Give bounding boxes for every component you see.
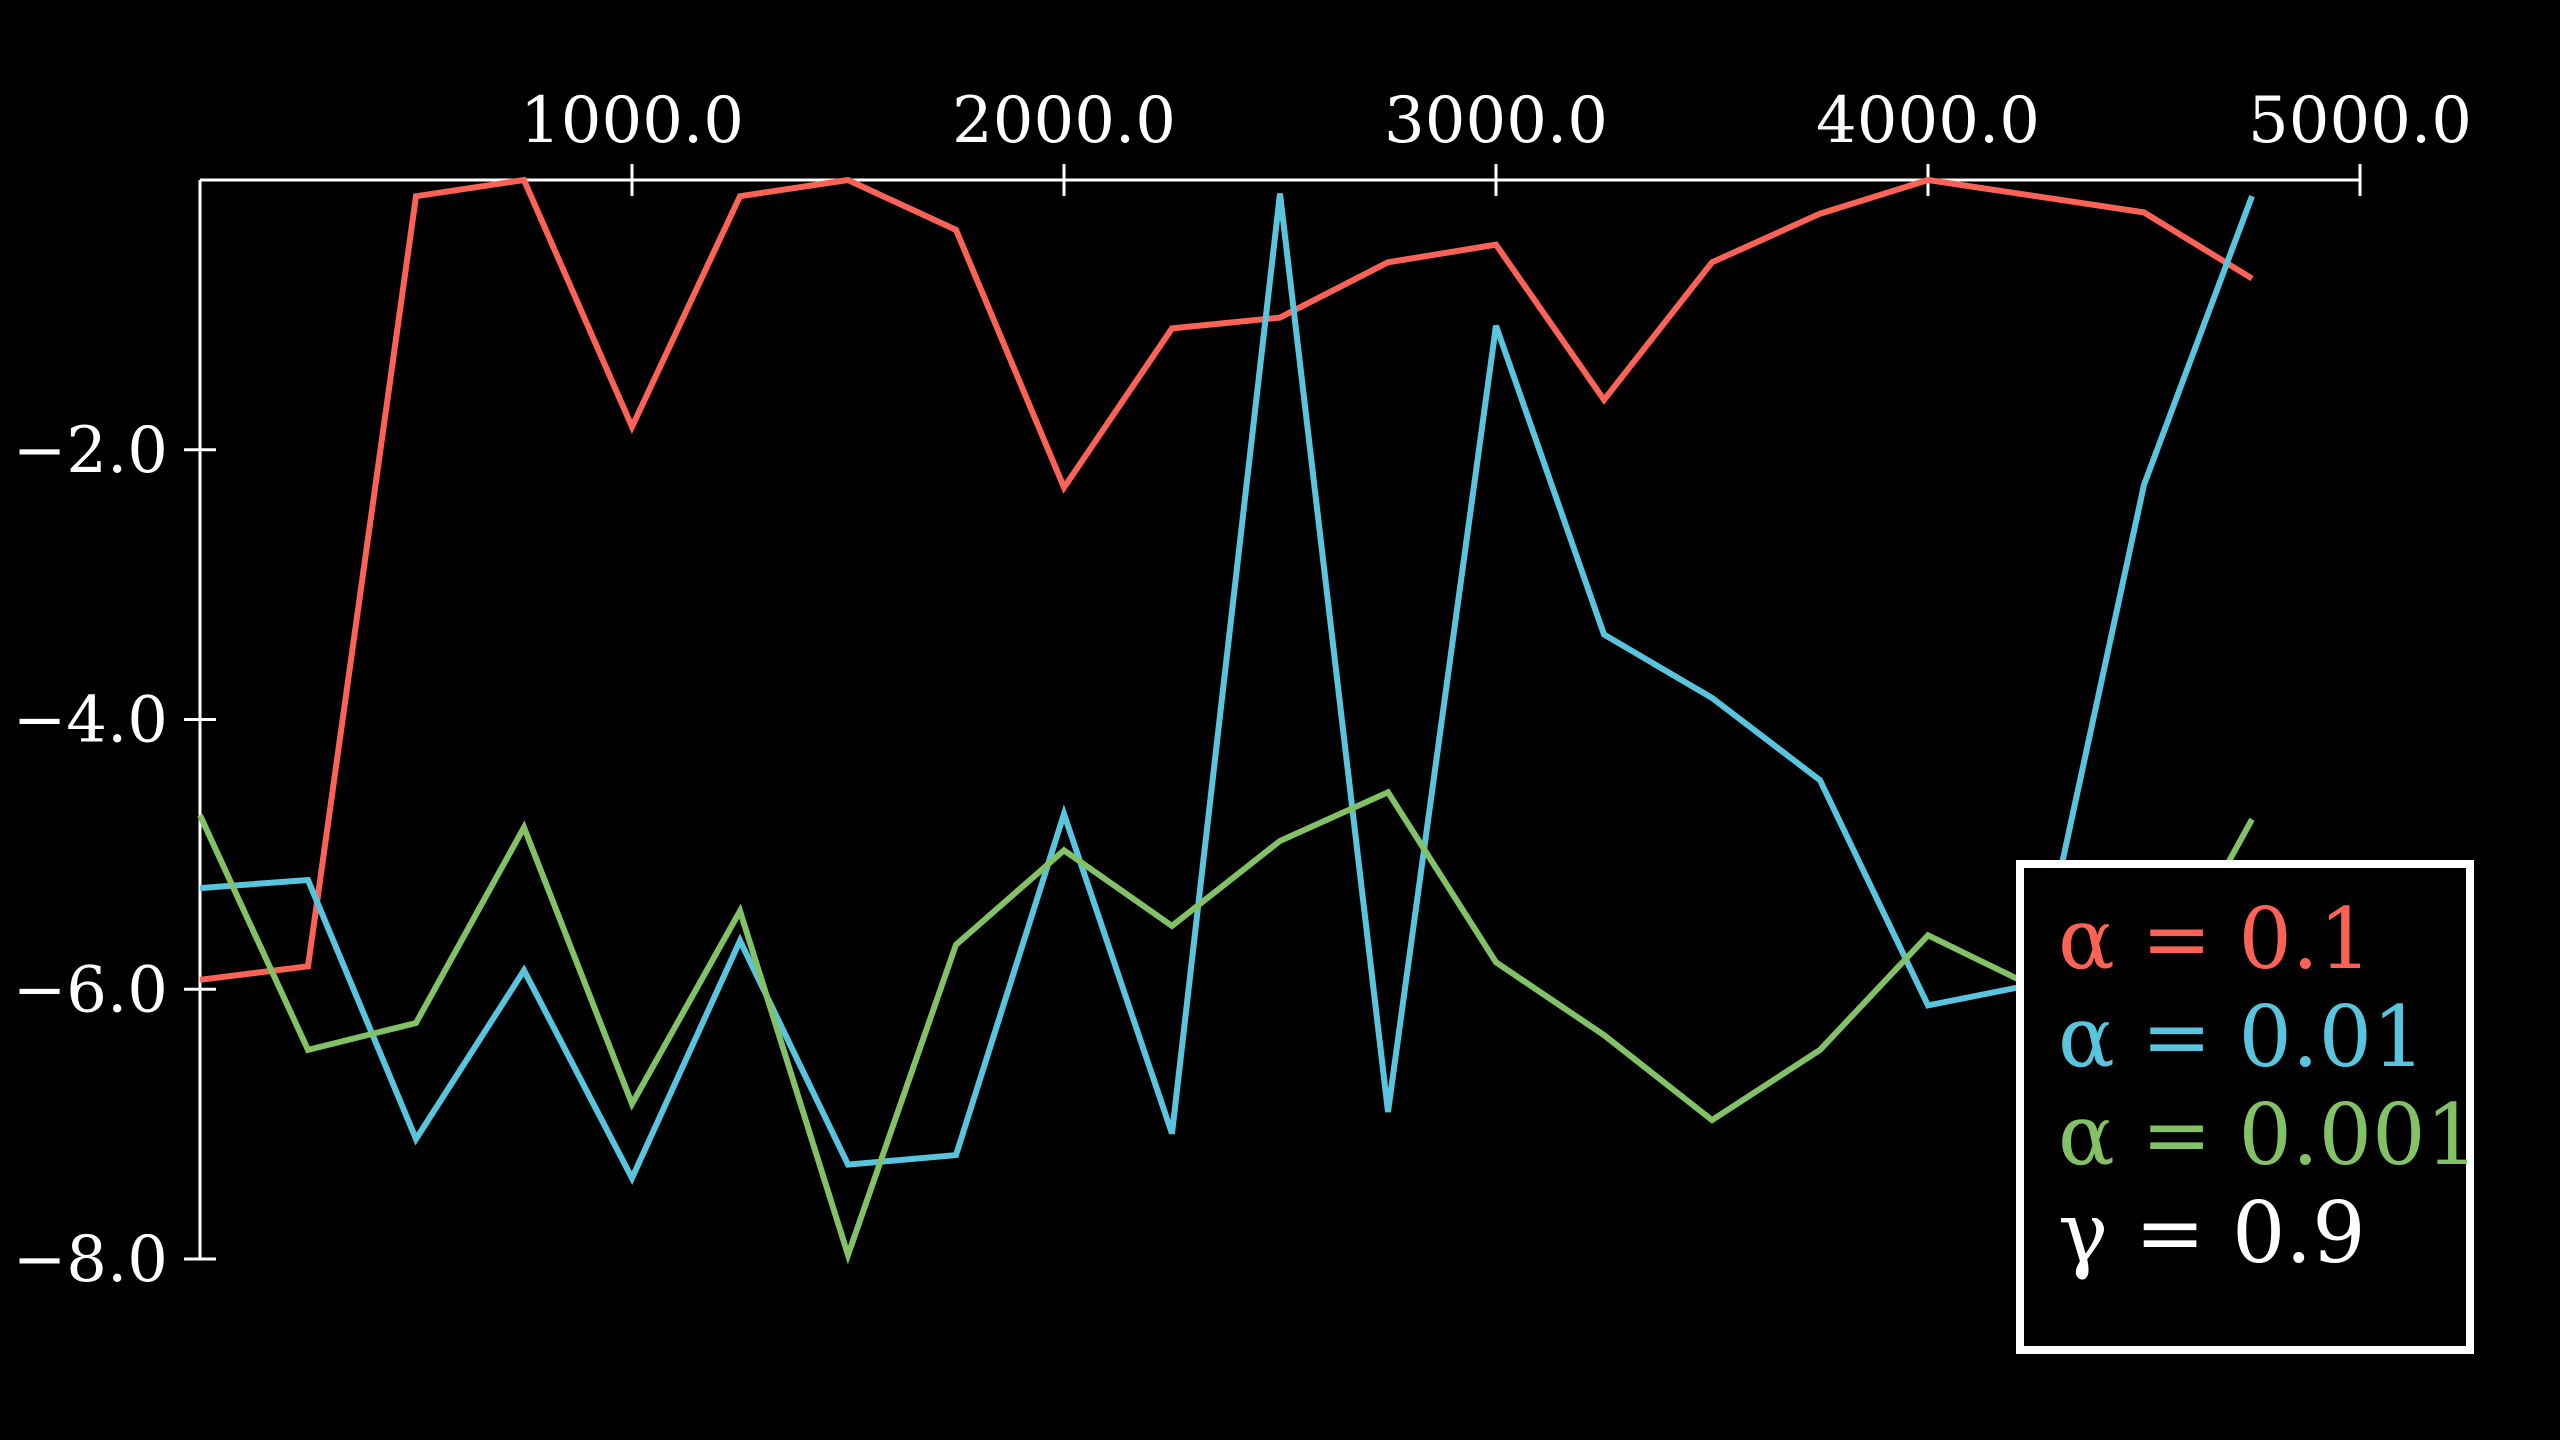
series-lines xyxy=(197,176,2255,1265)
series-line-2 xyxy=(199,193,2255,1185)
x-tick-label: 1000.0 xyxy=(520,84,744,158)
legend-annotation: γ = 0.9 xyxy=(2058,1184,2366,1282)
y-tick-label: −2.0 xyxy=(13,414,168,488)
legend-entry: α = 0.001 xyxy=(2058,1086,2479,1184)
x-tick-label: 2000.0 xyxy=(952,84,1176,158)
y-tick-label: −6.0 xyxy=(13,953,168,1027)
x-tick-label: 4000.0 xyxy=(1816,84,2040,158)
axes: 1000.0 2000.0 3000.0 4000.0 5000.0 −2.0 −4.0 −6… xyxy=(13,84,2472,1297)
series-line-3 xyxy=(197,788,2255,1265)
x-tick-label: 5000.0 xyxy=(2248,84,2472,158)
series-line-1 xyxy=(199,176,2254,983)
legend-entry: α = 0.01 xyxy=(2058,988,2426,1086)
y-tick-label: −8.0 xyxy=(13,1223,168,1297)
legend-entry: α = 0.1 xyxy=(2058,890,2372,988)
y-tick-label: −4.0 xyxy=(13,684,168,758)
x-tick-label: 3000.0 xyxy=(1384,84,1608,158)
legend-box xyxy=(2016,860,2474,1354)
